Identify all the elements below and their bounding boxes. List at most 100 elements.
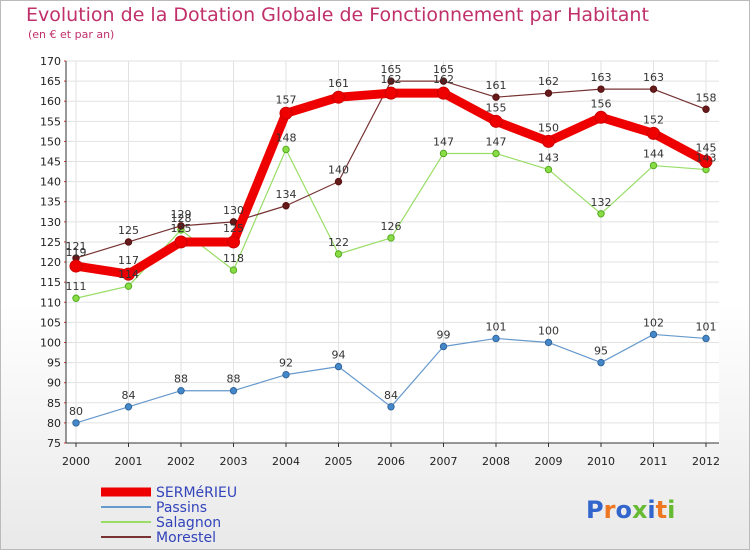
data-label: 145 <box>696 142 717 155</box>
logo-letter: i <box>647 496 655 524</box>
data-label: 162 <box>381 73 402 86</box>
data-label: 121 <box>66 240 87 253</box>
logo-letter: P <box>586 496 604 524</box>
x-tick-label: 2007 <box>430 455 458 468</box>
data-point <box>489 114 503 128</box>
x-tick-label: 2006 <box>377 455 405 468</box>
data-label: 95 <box>594 345 608 358</box>
data-point <box>282 202 290 210</box>
y-tick-label: 115 <box>40 276 61 289</box>
data-label: 143 <box>696 152 717 165</box>
logo-letter: t <box>656 496 667 524</box>
data-point <box>227 235 240 249</box>
y-tick-label: 110 <box>40 296 61 309</box>
series-layer <box>69 77 713 427</box>
data-label: 161 <box>328 77 349 90</box>
y-tick-label: 85 <box>47 397 61 410</box>
x-tick-label: 2001 <box>115 455 143 468</box>
data-label: 156 <box>591 97 612 110</box>
x-tick-label: 2002 <box>167 455 195 468</box>
x-tick-label: 2008 <box>482 455 510 468</box>
legend-label: Morestel <box>156 530 216 546</box>
data-label: 80 <box>69 405 83 418</box>
data-point <box>124 238 133 246</box>
y-tick-label: 160 <box>40 95 61 108</box>
logo-letter: x <box>632 496 648 524</box>
data-label: 132 <box>591 196 612 209</box>
legend-label: Passins <box>156 500 207 516</box>
logo-letter: i <box>667 496 675 524</box>
y-tick-label: 150 <box>40 135 61 148</box>
data-point <box>544 89 553 97</box>
data-point <box>544 338 553 347</box>
data-point <box>279 106 293 120</box>
data-label: 101 <box>486 320 507 333</box>
x-tick-label: 2005 <box>325 455 353 468</box>
data-point <box>72 419 80 427</box>
data-label: 150 <box>538 121 559 134</box>
y-tick-label: 165 <box>40 75 61 88</box>
data-label: 155 <box>486 101 507 114</box>
data-label: 122 <box>328 236 349 249</box>
x-tick-label: 2010 <box>587 455 615 468</box>
proxiti-logo: Proxiti <box>586 496 675 524</box>
data-label: 162 <box>538 75 559 88</box>
y-tick-label: 140 <box>40 176 61 189</box>
data-point <box>597 358 605 367</box>
y-tick-label: 155 <box>40 115 61 128</box>
data-point <box>229 266 238 274</box>
data-label: 111 <box>66 280 87 293</box>
data-point <box>439 77 448 85</box>
data-label: 129 <box>171 208 192 221</box>
y-tick-label: 145 <box>40 156 61 169</box>
y-tick-label: 80 <box>47 417 61 430</box>
y-tick-label: 170 <box>40 55 61 68</box>
data-label: 163 <box>591 71 612 84</box>
data-point <box>387 77 395 85</box>
data-label: 84 <box>122 389 136 402</box>
data-label: 158 <box>696 91 717 104</box>
data-point <box>334 177 343 186</box>
logo-letter: r <box>604 496 616 524</box>
chart-subtitle: (en € et par an) <box>28 28 115 41</box>
data-point <box>437 86 450 100</box>
data-label: 88 <box>174 373 188 386</box>
data-point <box>597 210 605 218</box>
data-label: 92 <box>279 357 293 370</box>
x-tick-label: 2000 <box>62 455 90 468</box>
data-point <box>492 334 500 343</box>
data-label: 117 <box>118 254 139 267</box>
data-label: 125 <box>171 222 192 235</box>
x-tick-label: 2003 <box>220 455 248 468</box>
data-label: 140 <box>328 164 349 177</box>
data-point <box>387 403 395 411</box>
data-point <box>699 155 713 169</box>
data-point <box>492 149 500 158</box>
data-point <box>282 145 290 154</box>
y-tick-label: 135 <box>40 196 61 209</box>
data-label: 148 <box>276 131 297 144</box>
y-tick-label: 95 <box>47 357 61 370</box>
data-point <box>122 267 135 281</box>
data-label: 88 <box>227 373 241 386</box>
data-label: 125 <box>223 222 244 235</box>
y-tick-label: 120 <box>40 256 61 269</box>
y-tick-label: 90 <box>47 377 61 390</box>
data-point <box>542 134 555 148</box>
legend-label: SERMéRIEU <box>156 485 237 501</box>
data-point <box>649 161 658 170</box>
data-label: 134 <box>276 188 297 201</box>
data-label: 114 <box>118 268 139 281</box>
data-point <box>177 222 185 230</box>
chart-title: Evolution de la Dotation Globale de Fonc… <box>26 4 649 26</box>
x-tick-label: 2009 <box>535 455 563 468</box>
axes: 75 80 85 90 95 100 105 110 115 120 125 130 135 140 145… <box>40 55 720 468</box>
data-point <box>334 362 343 371</box>
data-point <box>702 105 710 113</box>
data-point <box>594 110 608 124</box>
data-point <box>384 86 398 100</box>
data-point <box>124 403 133 411</box>
